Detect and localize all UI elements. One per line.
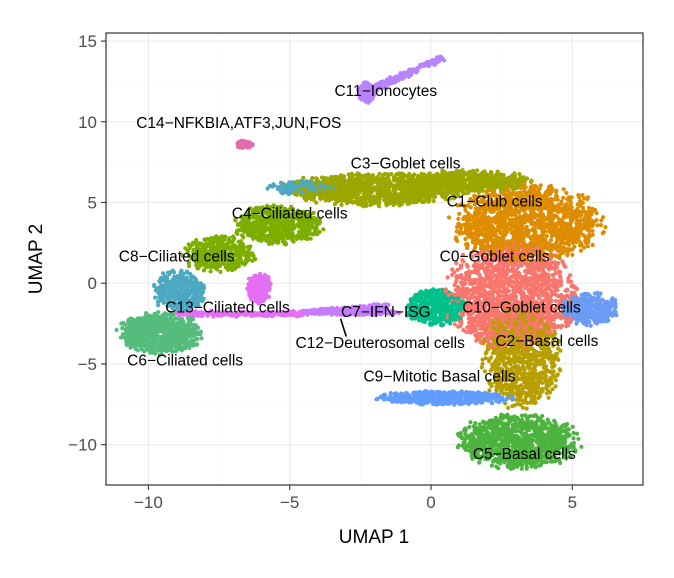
data-point-c1 (463, 236, 468, 242)
data-point-c5 (489, 463, 494, 468)
data-point-c2 (540, 386, 545, 391)
data-point-c5 (468, 420, 473, 425)
data-point-c2 (550, 387, 555, 392)
data-point-c2 (520, 405, 526, 410)
data-point-c0 (450, 272, 455, 277)
data-point-c8 (165, 304, 170, 309)
data-point-c4 (187, 253, 192, 258)
data-point-c2 (553, 378, 559, 383)
data-point-c4 (208, 269, 213, 274)
data-point-c1 (564, 202, 569, 207)
data-point-c1 (457, 211, 462, 216)
data-point-c2 (553, 384, 558, 389)
gridlines (106, 33, 643, 485)
data-point-c0 (456, 324, 461, 329)
data-point-c3 (389, 172, 394, 177)
data-points (114, 54, 619, 471)
data-point-c3 (529, 179, 534, 185)
data-point-c4 (321, 227, 326, 232)
data-point-c0 (553, 298, 559, 303)
data-point-c1 (521, 238, 526, 243)
data-point-c2 (482, 369, 487, 374)
data-point-c2 (506, 405, 511, 410)
data-point-c5 (519, 413, 525, 418)
data-point-c1 (595, 223, 600, 228)
data-point-c0 (452, 322, 457, 327)
data-point-c1 (463, 208, 468, 213)
data-point-c5 (579, 444, 584, 449)
data-point-c1 (446, 215, 452, 220)
data-point-c1 (554, 190, 559, 195)
data-point-c5 (571, 436, 576, 441)
data-point-c6 (114, 327, 119, 333)
data-point-c12 (396, 310, 401, 316)
data-point-c1 (578, 248, 584, 253)
data-point-c8 (158, 280, 163, 285)
data-point-c3 (495, 169, 500, 174)
data-point-c6 (199, 336, 204, 341)
data-point-c1 (585, 197, 590, 202)
data-point-c1 (561, 195, 566, 200)
data-point-c10 (588, 323, 593, 328)
data-point-c1 (590, 242, 595, 248)
data-point-c5 (455, 445, 460, 450)
data-point-c2 (556, 357, 561, 362)
data-point-c5 (570, 424, 575, 429)
data-point-c9 (374, 397, 379, 402)
